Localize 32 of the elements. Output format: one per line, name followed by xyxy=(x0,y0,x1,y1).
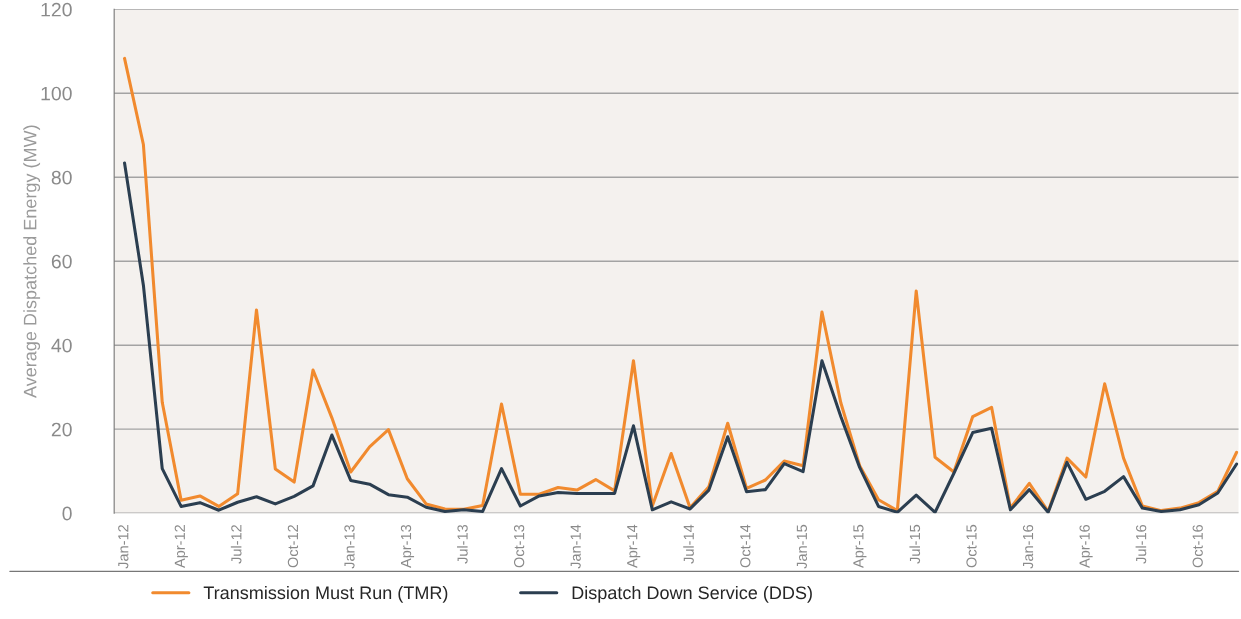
y-tick-label: 60 xyxy=(51,254,72,269)
y-tick-label: 20 xyxy=(51,422,72,437)
x-tick-label: Jul-12 xyxy=(230,524,242,564)
legend-label: Transmission Must Run (TMR) xyxy=(203,585,448,603)
x-tick-label: Apr-15 xyxy=(853,524,867,568)
x-tick-label: Jul-15 xyxy=(909,524,921,564)
x-tick-label: Apr-12 xyxy=(174,524,188,568)
y-tick-label: 40 xyxy=(51,338,72,353)
y-tick-label: 120 xyxy=(41,2,72,17)
x-tick-label: Apr-14 xyxy=(627,524,641,568)
x-tick-label: Jul-14 xyxy=(683,524,694,564)
x-tick-label: Oct-14 xyxy=(740,524,751,568)
x-tick-label: Oct-12 xyxy=(287,524,299,568)
y-tick-label: 80 xyxy=(51,170,72,185)
x-tick-label: Jan-16 xyxy=(1022,524,1034,569)
x-tick-label: Oct-15 xyxy=(966,524,977,568)
y-axis-title: Average Dispatched Energy (MW) xyxy=(23,125,41,398)
x-tick-label: Jul-13 xyxy=(457,524,468,564)
x-tick-label: Jan-15 xyxy=(796,524,808,569)
x-tick-label: Oct-13 xyxy=(513,524,525,568)
legend-label: Dispatch Down Service (DDS) xyxy=(572,585,812,603)
x-tick-label: Jul-16 xyxy=(1135,524,1147,564)
x-tick-label: Jan-13 xyxy=(344,524,355,569)
x-tick-label: Jan-14 xyxy=(570,524,581,569)
y-tick-label: 0 xyxy=(62,506,72,521)
line-series xyxy=(123,161,1239,514)
line-series xyxy=(123,56,1239,513)
x-tick-label: Apr-13 xyxy=(400,524,415,568)
y-tick-label: 100 xyxy=(41,86,72,101)
x-tick-label: Jan-12 xyxy=(118,524,129,569)
x-tick-label: Oct-16 xyxy=(1192,524,1203,568)
x-tick-label: Apr-16 xyxy=(1079,524,1093,568)
